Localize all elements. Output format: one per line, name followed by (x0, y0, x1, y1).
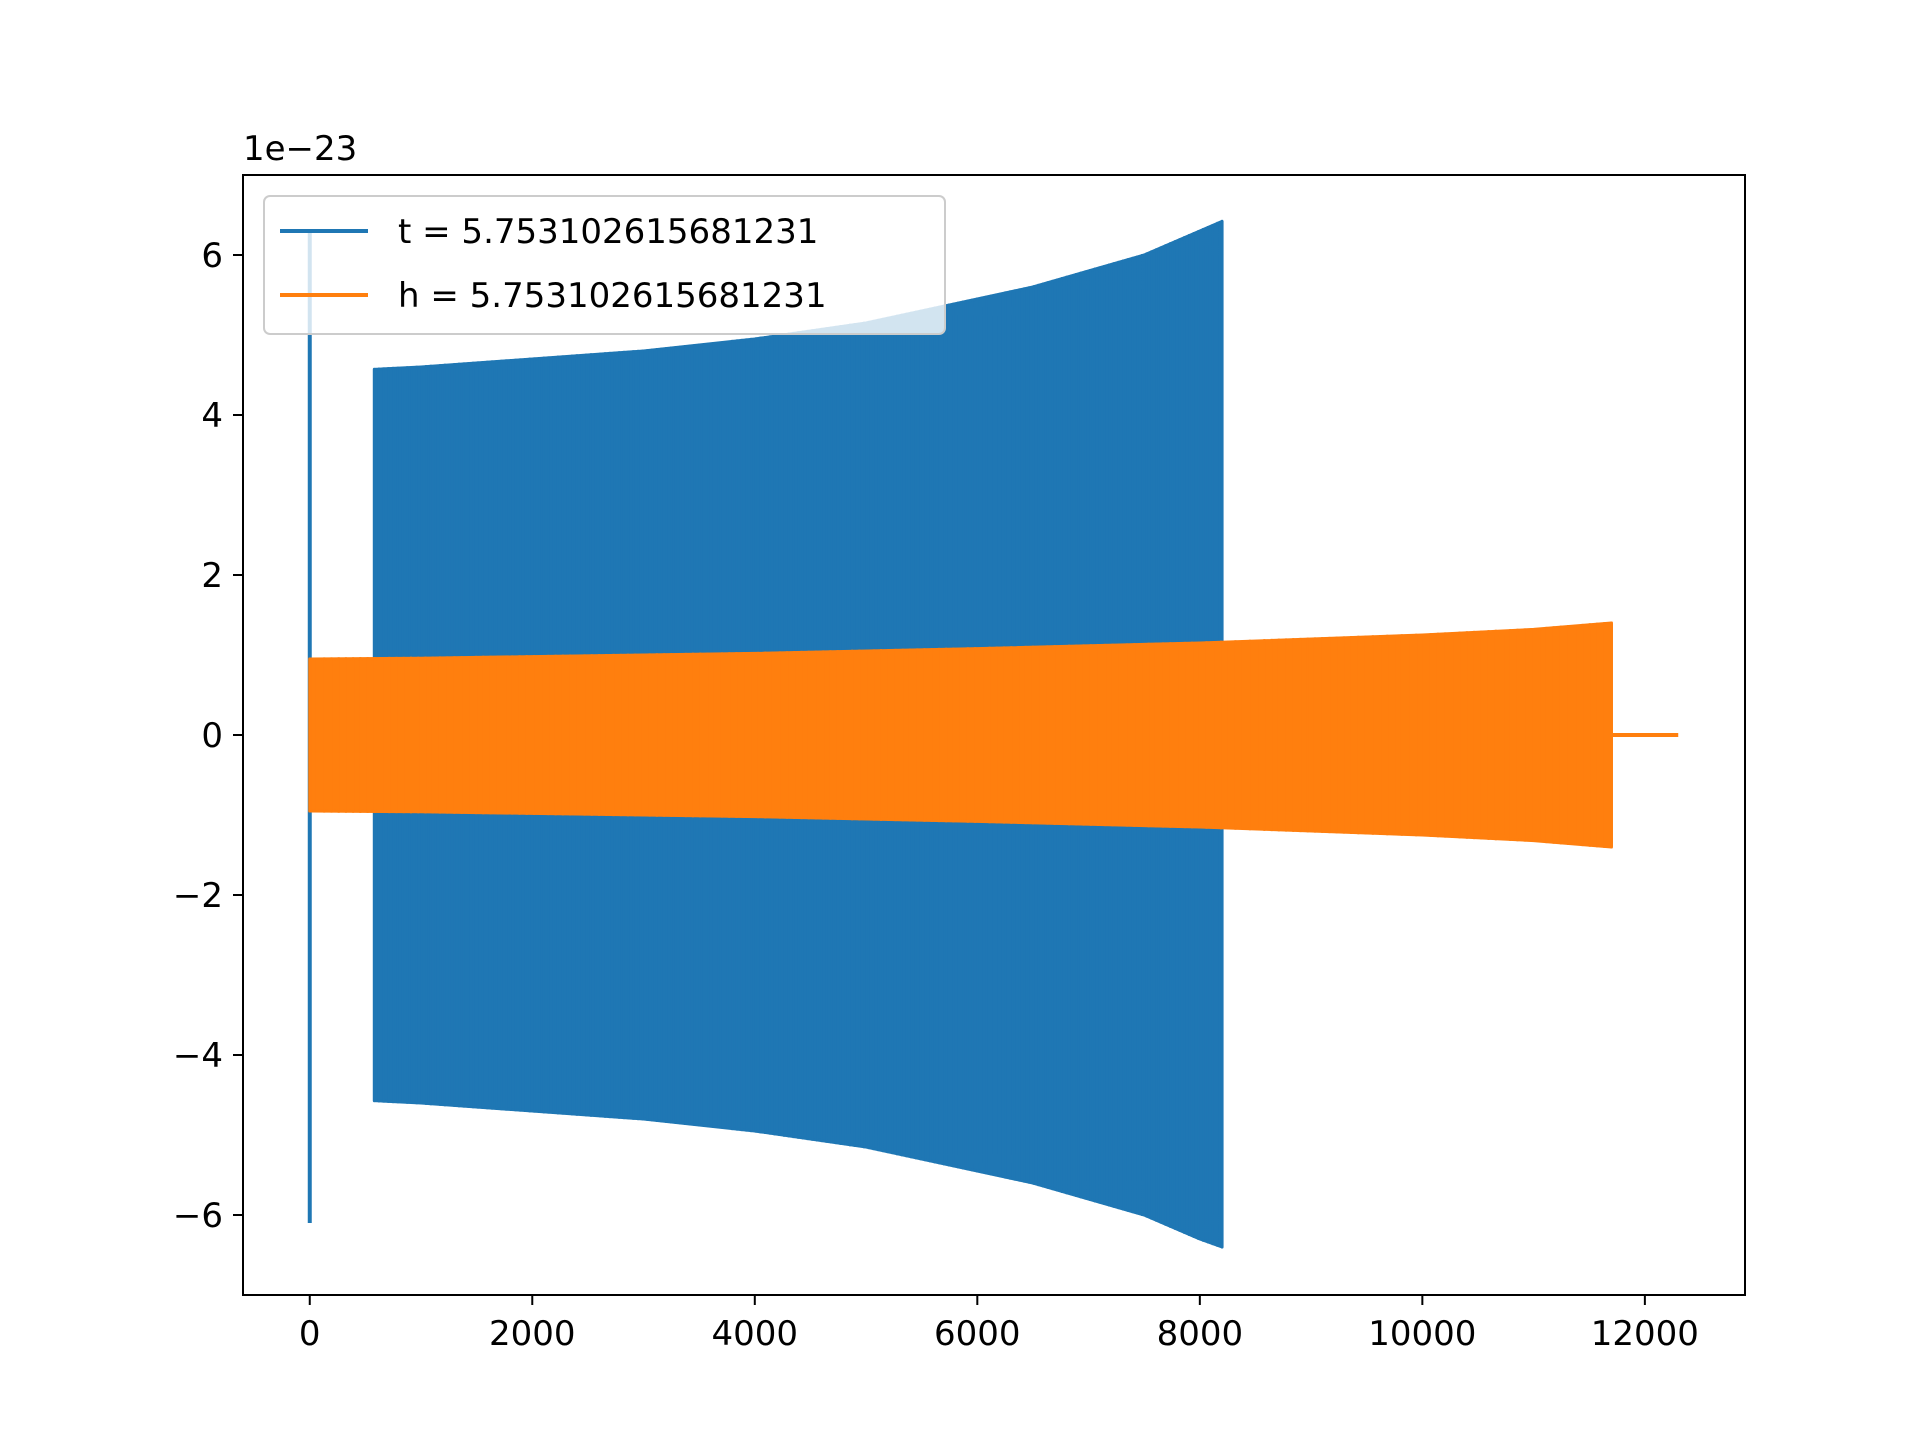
y-tick-label: 0 (201, 716, 223, 756)
x-tick-label: 12000 (1591, 1314, 1699, 1354)
series-layer (307, 219, 1679, 1249)
series-1 (308, 621, 1679, 849)
x-tick-label: 6000 (934, 1314, 1021, 1354)
legend: t = 5.753102615681231 h = 5.753102615681… (263, 195, 946, 335)
x-tick-label: 10000 (1368, 1314, 1476, 1354)
legend-box (263, 195, 946, 335)
x-tick-label: 2000 (489, 1314, 576, 1354)
x-tick-label: 8000 (1157, 1314, 1244, 1354)
y-tick-label: −6 (173, 1196, 223, 1236)
legend-label-t: t = 5.753102615681231 (398, 212, 818, 252)
y-tick-label: −2 (173, 876, 223, 916)
y-tick-label: 4 (201, 396, 223, 436)
y-offset-label: 1e−23 (243, 129, 357, 169)
x-tick-label: 4000 (712, 1314, 799, 1354)
y-tick-label: 2 (201, 556, 223, 596)
y-tick-label: 6 (201, 236, 223, 276)
series-oscillation (308, 621, 1613, 849)
x-tick-label: 0 (299, 1314, 321, 1354)
x-axis: 0 2000 4000 6000 8000 10000 12000 (299, 1295, 1699, 1354)
legend-label-h: h = 5.753102615681231 (398, 276, 827, 316)
y-axis: −6 −4 −2 0 2 4 6 (173, 236, 243, 1236)
y-tick-label: −4 (173, 1036, 223, 1076)
